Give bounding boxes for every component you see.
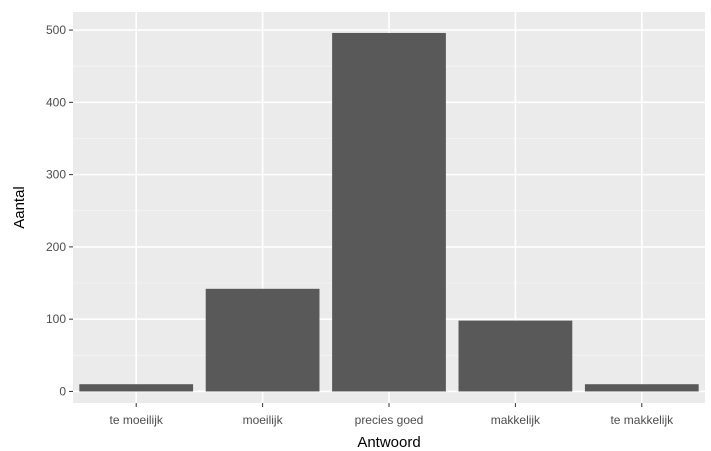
y-axis: 0 100 200 300 400 500 bbox=[46, 23, 73, 398]
y-axis-title: Aantal bbox=[11, 186, 28, 229]
y-tick-label: 400 bbox=[46, 95, 66, 109]
bar bbox=[205, 288, 320, 392]
bar bbox=[79, 384, 194, 392]
bars bbox=[79, 32, 699, 392]
x-axis-title: Antwoord bbox=[357, 434, 420, 451]
x-tick-label: moeilijk bbox=[243, 413, 284, 427]
y-tick-label: 500 bbox=[46, 23, 66, 37]
x-tick-label: te makkelijk bbox=[610, 413, 674, 427]
bar bbox=[458, 320, 573, 392]
x-axis: te moeilijk moeilijk precies goed makkelijk… bbox=[110, 403, 674, 427]
bar bbox=[584, 384, 699, 392]
x-tick-label: precies goed bbox=[355, 413, 424, 427]
x-tick-label: makkelijk bbox=[491, 413, 541, 427]
y-tick-label: 300 bbox=[46, 168, 66, 182]
y-tick-label: 0 bbox=[59, 384, 66, 398]
bar bbox=[332, 32, 446, 392]
y-tick-label: 200 bbox=[46, 240, 66, 254]
x-tick-label: te moeilijk bbox=[110, 413, 164, 427]
y-tick-label: 100 bbox=[46, 312, 66, 326]
